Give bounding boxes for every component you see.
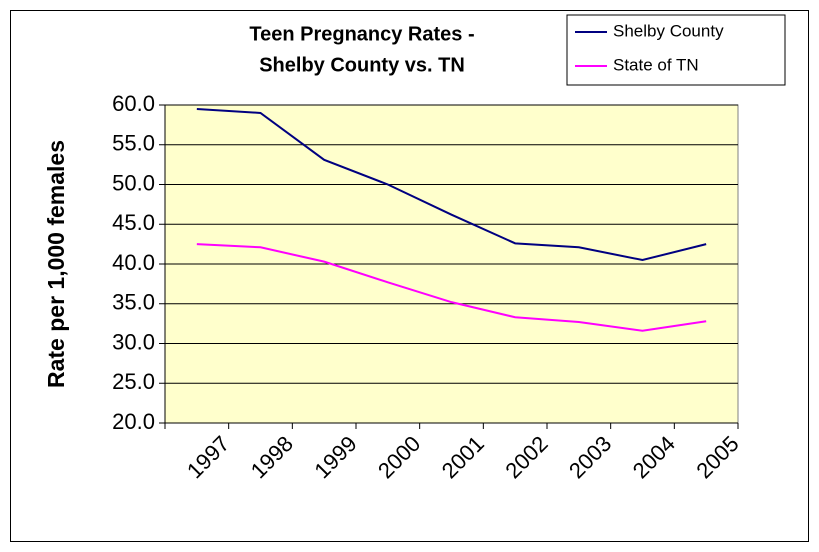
legend (566, 14, 786, 86)
y-tick-label: 55.0 (112, 131, 155, 156)
series-line (196, 107, 707, 262)
series-line (196, 243, 707, 332)
y-tick-label: 45.0 (112, 210, 155, 235)
y-tick-label: 60.0 (112, 91, 155, 116)
chart-title: Shelby County vs. TN (259, 54, 465, 76)
y-tick-label: 25.0 (112, 369, 155, 394)
y-tick-label: 20.0 (112, 409, 155, 434)
y-tick-label: 50.0 (112, 170, 155, 195)
y-tick-label: 30.0 (112, 329, 155, 354)
y-axis-label: Rate per 1,000 females (43, 140, 69, 388)
legend-label: State of TN (613, 55, 699, 74)
y-tick-label: 40.0 (112, 250, 155, 275)
chart-title: Teen Pregnancy Rates - (249, 23, 474, 45)
y-tick-label: 35.0 (112, 290, 155, 315)
legend-label: Shelby County (613, 21, 724, 40)
